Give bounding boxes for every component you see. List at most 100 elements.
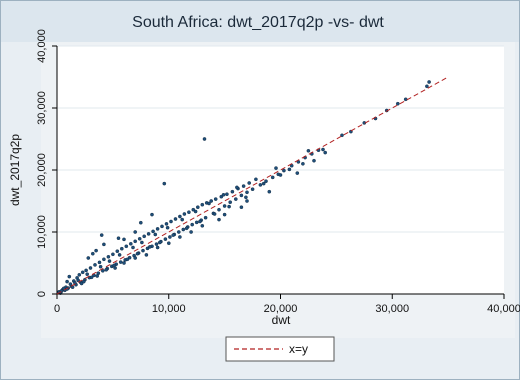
- scatter-point: [128, 241, 133, 246]
- scatter-point: [80, 270, 85, 275]
- scatter-point: [287, 167, 292, 172]
- scatter-point: [250, 187, 255, 191]
- x-tick-label: 10,000: [152, 303, 186, 315]
- scatter-point: [207, 201, 211, 206]
- scatter-point: [274, 166, 278, 170]
- scatter-point: [190, 222, 194, 227]
- scatter-point: [124, 244, 129, 249]
- y-tick-label: 10,000: [36, 215, 48, 249]
- scatter-point: [191, 207, 196, 212]
- scatter-point: [278, 173, 283, 177]
- scatter-point: [171, 233, 175, 237]
- scatter-point: [120, 246, 124, 251]
- reference-lines: [56, 76, 449, 295]
- scatter-point: [195, 205, 200, 209]
- scatter-point: [111, 252, 115, 257]
- scatter-point: [295, 171, 300, 175]
- scatter-point: [88, 266, 93, 270]
- scatter-point: [150, 212, 154, 217]
- scatter-point: [106, 254, 111, 259]
- scatter-point: [169, 219, 173, 224]
- legend-label-x-equals-y: x=y: [289, 342, 308, 356]
- scatter-point: [86, 256, 91, 260]
- scatter-point: [221, 192, 226, 197]
- scatter-point: [217, 217, 221, 222]
- scatter-point: [258, 183, 263, 187]
- scatter-point: [200, 223, 205, 228]
- scatter-point: [133, 239, 137, 244]
- scatter-point: [91, 251, 95, 256]
- scatter-point: [235, 185, 239, 190]
- y-axis-label: dwt_2017q2p: [8, 134, 22, 206]
- scatter-point: [164, 222, 169, 226]
- scatter-point: [157, 240, 162, 245]
- scatter-point: [395, 101, 400, 106]
- scatter-point: [61, 286, 66, 291]
- scatter-point: [270, 175, 275, 180]
- scatter-point: [98, 264, 103, 269]
- scatter-point: [154, 242, 159, 246]
- scatter-point: [193, 209, 198, 214]
- scatter-point: [213, 197, 218, 201]
- scatter-point: [247, 181, 251, 185]
- scatter-point: [217, 207, 221, 212]
- scatter-point: [209, 199, 213, 203]
- scatter-point: [239, 193, 244, 198]
- scatter-point: [102, 257, 106, 262]
- y-tick-label: 20,000: [36, 153, 48, 187]
- scatter-point: [67, 274, 72, 279]
- scatter-point: [141, 248, 145, 253]
- scatter-point: [137, 236, 142, 241]
- scatter-point: [244, 195, 248, 200]
- y-tick-label: 30,000: [36, 91, 48, 125]
- chart-title: South Africa: dwt_2017q2p -vs- dwt: [132, 14, 384, 31]
- scatter-point: [93, 263, 97, 267]
- scatter-point: [138, 220, 143, 225]
- scatter-point: [102, 242, 106, 247]
- x-axis-label: dwt: [272, 313, 291, 327]
- scatter-point: [233, 197, 238, 201]
- scatter-point: [340, 133, 344, 138]
- scatter-point: [239, 205, 244, 209]
- scatter-point: [267, 189, 272, 194]
- scatter-point: [222, 204, 227, 208]
- scatter-point: [264, 179, 268, 183]
- scatter-point: [261, 181, 266, 186]
- scatter-point: [282, 168, 286, 173]
- scatter-point: [94, 248, 98, 253]
- scatter-point: [180, 217, 184, 222]
- scatter-point: [178, 235, 182, 239]
- scatter-point: [122, 261, 126, 265]
- scatter-point: [68, 282, 73, 286]
- scatter-point: [163, 237, 168, 241]
- scatter-point: [115, 249, 120, 253]
- scatter-point: [245, 190, 249, 195]
- scatter-point: [151, 229, 155, 234]
- x-tick-label: 20,000: [264, 303, 298, 315]
- scatter-point: [230, 189, 235, 194]
- scatter-point: [222, 212, 227, 217]
- scatter-point: [203, 215, 208, 220]
- scatter-point: [178, 214, 182, 219]
- scatter-point: [323, 150, 328, 155]
- scatter-point: [168, 235, 172, 239]
- scatter-point: [84, 268, 88, 273]
- scatter-point: [101, 268, 105, 273]
- scatter-point: [212, 212, 217, 216]
- scatter-point: [99, 233, 104, 237]
- scatter-point: [200, 202, 205, 207]
- scatter-point: [425, 84, 429, 89]
- scatter-point: [118, 260, 123, 264]
- scatter-point: [135, 251, 140, 256]
- scatter-point: [321, 147, 325, 152]
- scatter-point: [131, 245, 135, 250]
- scatter-point: [245, 199, 249, 203]
- scatter-point: [155, 227, 160, 231]
- scatter-point: [104, 267, 108, 272]
- axes: 0 10,000 20,000 30,000 40,000 0 10,000 20,000 30…: [36, 29, 520, 315]
- scatter-point: [107, 259, 112, 263]
- scatter-point: [312, 158, 316, 163]
- scatter-point: [194, 220, 199, 225]
